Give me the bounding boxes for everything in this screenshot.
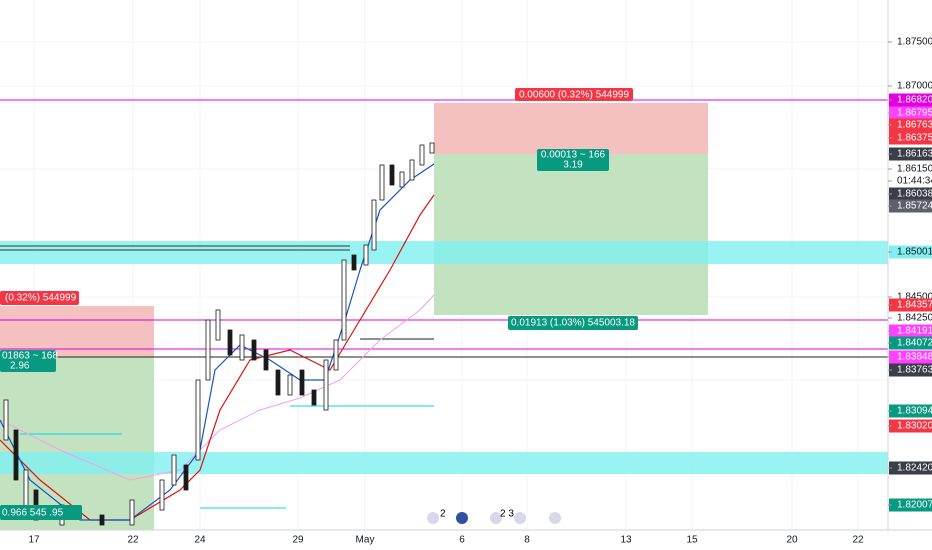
event-count: 2 3 (500, 509, 514, 520)
price-label: 1.83763 (897, 365, 932, 376)
price-label: 1.84250 (897, 313, 932, 324)
price-label: 1.85724 (897, 201, 932, 212)
date-label: May (356, 535, 375, 546)
price-tag (889, 93, 932, 107)
price-label: 1.87500 (897, 37, 932, 48)
event-count: 2 (440, 509, 446, 520)
price-label: 1.86038 (897, 189, 932, 200)
price-label: 1.83094 (897, 406, 932, 417)
price-tag (889, 106, 932, 120)
position-labels: 0.00600 (0.32%) 544999 0.00013 ~ 166 3.1… (0, 88, 638, 524)
price-label: 1.86795 (897, 108, 932, 119)
date-label: 24 (194, 535, 206, 546)
price-label: 1.86820 (897, 95, 932, 106)
date-label: 29 (292, 535, 304, 546)
label: 0.966 545 .95 (2, 508, 64, 519)
date-label: 8 (524, 535, 530, 546)
price-label: 1.85001 (897, 247, 932, 258)
event-icon[interactable] (549, 512, 561, 524)
price-tag (889, 245, 932, 259)
label: 0.00013 ~ 166 (541, 150, 606, 161)
date-label: 20 (786, 535, 798, 546)
date-label: 22 (127, 535, 139, 546)
date-label: 22 (852, 535, 864, 546)
price-label: 1.82007 (897, 500, 932, 511)
date-label: 6 (459, 535, 465, 546)
price-tag (889, 147, 932, 161)
label: 2.96 (10, 361, 30, 372)
price-tag (889, 336, 932, 350)
price-label: 1.86150 (897, 164, 932, 175)
label: 0.01913 (1.03%) 545003.18 (511, 318, 635, 329)
event-icon[interactable] (456, 512, 468, 524)
event-icon[interactable] (427, 512, 439, 524)
price-tag (889, 199, 932, 213)
price-tag (889, 187, 932, 201)
label: 01863 ~ 168 (2, 351, 58, 362)
price-label: 01:44:34 (897, 176, 932, 187)
price-label: 1.83848 (897, 352, 932, 363)
event-icon[interactable] (514, 512, 526, 524)
price-tag (889, 404, 932, 418)
label: 0.00600 (0.32%) 544999 (519, 90, 630, 101)
event-icon[interactable] (490, 512, 502, 524)
price-tag (889, 363, 932, 377)
date-label: 17 (28, 535, 40, 546)
price-label: 1.83020 (897, 421, 932, 432)
price-tag (889, 419, 932, 433)
price-tag (889, 298, 932, 312)
price-tag (889, 324, 932, 338)
price-tag (889, 498, 932, 512)
price-label: 1.84191 (897, 326, 932, 337)
price-tag (889, 461, 932, 475)
price-tag (889, 350, 932, 364)
price-label: 1.84500 (897, 292, 932, 303)
zones (0, 99, 888, 530)
price-label: 1.82420 (897, 463, 932, 474)
label: 3.19 (563, 160, 583, 171)
date-label: 15 (686, 535, 698, 546)
price-label: 1.84357 (897, 300, 932, 311)
price-label: 1.86163 (897, 149, 932, 160)
price-label: 1.87000 (897, 81, 932, 92)
price-label: 1.84072 (897, 338, 932, 349)
price-tag (889, 311, 932, 325)
date-label: 13 (620, 535, 632, 546)
price-tag (889, 131, 932, 145)
price-label: 1.86375 (897, 133, 932, 144)
label: (0.32%) 544999 (5, 293, 77, 304)
price-tag (889, 118, 932, 132)
price-label: 1.86763 (897, 120, 932, 131)
